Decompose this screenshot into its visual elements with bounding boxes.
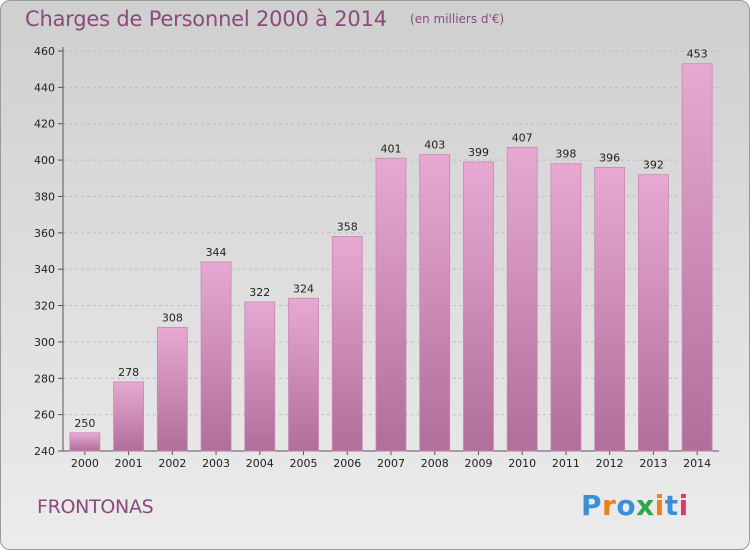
x-tick-label: 2000	[71, 457, 99, 470]
x-tick-label: 2006	[333, 457, 361, 470]
logo-letter: t	[664, 489, 679, 522]
y-tick-label: 320	[34, 300, 55, 313]
logo-letter: x	[636, 489, 655, 522]
y-tick-label: 260	[34, 409, 55, 422]
y-tick-label: 280	[34, 372, 55, 385]
x-tick-label: 2007	[377, 457, 405, 470]
bar-2006	[331, 236, 363, 452]
logo-letter: o	[616, 489, 637, 522]
bar-2005	[288, 297, 319, 452]
x-tick-label: 2009	[464, 457, 492, 470]
data-label-2004: 322	[249, 286, 270, 299]
bar-2002	[156, 326, 188, 452]
x-tick-label: 2013	[639, 457, 667, 470]
y-tick-label: 340	[34, 263, 55, 276]
logo-letter: i	[654, 489, 665, 522]
x-tick-label: 2012	[596, 457, 624, 470]
data-label-2001: 278	[118, 366, 139, 379]
chart-subtitle: (en milliers d'€)	[410, 12, 505, 26]
x-tick-label: 2014	[683, 457, 711, 470]
data-label-2007: 401	[381, 142, 402, 155]
bars	[69, 63, 713, 452]
data-label-2005: 324	[293, 282, 314, 295]
x-tick-label: 2002	[158, 457, 186, 470]
proxiti-logo: Proxiti	[581, 489, 689, 522]
data-label-2009: 399	[468, 146, 489, 159]
x-tick-label: 2008	[421, 457, 449, 470]
data-label-2006: 358	[337, 220, 358, 233]
x-tick-label: 2001	[115, 457, 143, 470]
data-label-2000: 250	[74, 417, 95, 430]
x-tick-label: 2004	[246, 457, 274, 470]
data-label-2002: 308	[162, 311, 183, 324]
bar-2012	[594, 166, 626, 452]
y-tick-label: 360	[34, 227, 55, 240]
bar-2013	[638, 174, 669, 452]
chart-header: Charges de Personnel 2000 à 2014 (en mil…	[25, 7, 504, 31]
y-tick-label: 420	[34, 118, 55, 131]
x-tick-label: 2011	[552, 457, 580, 470]
bar-2008	[419, 154, 451, 452]
x-tick-labels: 2000 2001 2002 2003 2004 2005 2006 2007 2008 2009…	[71, 457, 711, 470]
bar-2004	[244, 301, 276, 452]
y-tick-label: 440	[34, 81, 55, 94]
bar-2007	[375, 157, 407, 452]
data-label-2011: 398	[555, 148, 576, 161]
y-tick-label: 460	[34, 45, 55, 58]
logo-letter: i	[678, 489, 689, 522]
data-label-2003: 344	[206, 246, 227, 259]
y-tick-label: 400	[34, 154, 55, 167]
y-tick-label: 300	[34, 336, 55, 349]
x-tick-label: 2010	[508, 457, 536, 470]
data-label-2010: 407	[512, 131, 533, 144]
x-tick-label: 2005	[290, 457, 318, 470]
bar-2001	[113, 381, 144, 452]
y-tick-label: 380	[34, 190, 55, 203]
bar-2009	[463, 161, 494, 452]
bar-2014	[681, 63, 713, 452]
y-tick-labels: 240 260 280 300 320 340 360 380 400 420 440 460	[34, 45, 55, 458]
data-label-2012: 396	[599, 151, 620, 164]
data-label-2013: 392	[643, 159, 664, 172]
chart-title: Charges de Personnel 2000 à 2014	[25, 7, 387, 31]
data-label-2008: 403	[424, 139, 445, 152]
logo-letter: P	[581, 489, 603, 522]
bar-2010	[506, 146, 538, 452]
logo-letter: r	[602, 489, 617, 522]
bar-2000	[69, 432, 101, 452]
y-tick-label: 240	[34, 445, 55, 458]
data-label-2014: 453	[687, 48, 708, 61]
bar-2011	[550, 163, 582, 452]
x-tick-label: 2003	[202, 457, 230, 470]
data-labels: 250 278 308 344 322 324 358 401 403 399 407 398 396 3…	[74, 48, 707, 430]
bar-2003	[200, 261, 232, 452]
commune-name: FRONTONAS	[37, 496, 154, 518]
